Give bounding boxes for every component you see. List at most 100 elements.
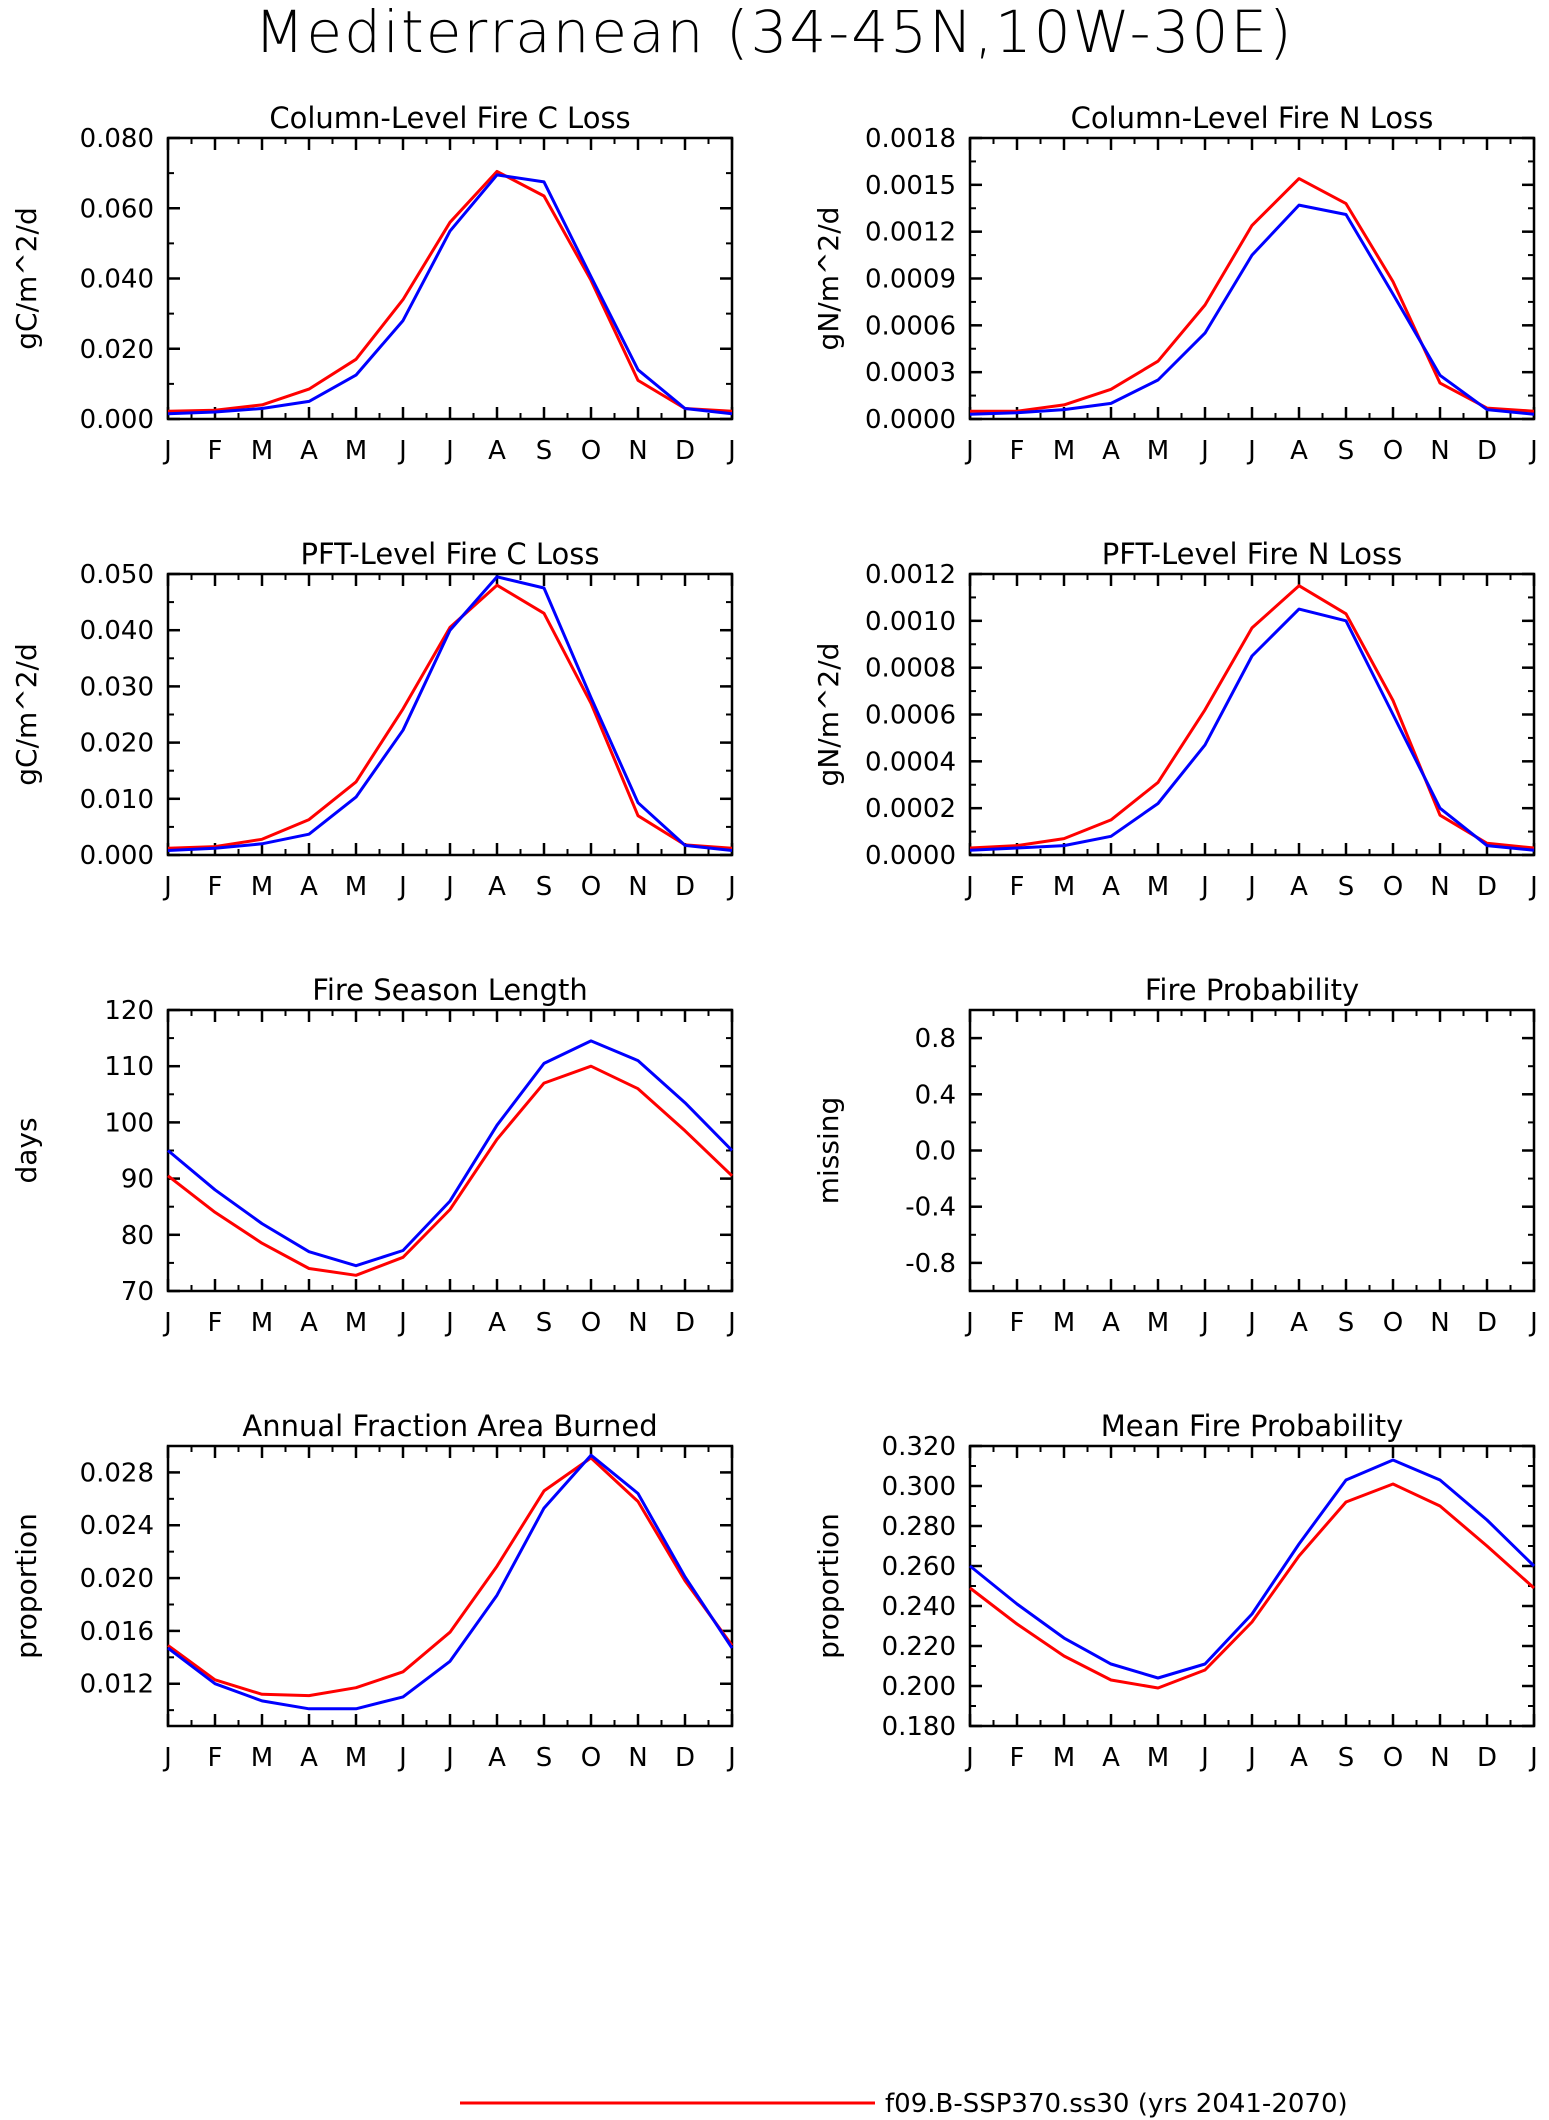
y-tick-label: 0.300 <box>882 1472 956 1502</box>
series-line <box>969 584 1535 850</box>
x-tick-label: J <box>162 1308 172 1338</box>
x-tick-label: N <box>628 1308 647 1338</box>
x-tick-label: J <box>444 436 454 466</box>
series-line <box>969 203 1535 416</box>
x-tick-label: J <box>1528 872 1538 902</box>
legend: f09.B-SSP370.ss30 (yrs 2041-2070) <box>460 2089 1348 2119</box>
x-tick-label: J <box>444 1743 454 1773</box>
x-tick-label: J <box>1528 436 1538 466</box>
y-tick-label: 0.080 <box>80 124 154 154</box>
series-line <box>167 1064 734 1277</box>
x-tick-label: F <box>208 436 223 466</box>
x-tick-label: A <box>1290 436 1308 466</box>
y-tick-label: 0.028 <box>80 1458 154 1488</box>
series-line <box>167 1456 734 1698</box>
x-tick-label: M <box>345 872 367 902</box>
panel-title: Fire Season Length <box>312 973 587 1007</box>
x-tick-label: J <box>726 872 736 902</box>
y-tick-label: 0.024 <box>80 1511 154 1541</box>
x-tick-label: A <box>1102 436 1120 466</box>
x-tick-label: M <box>251 872 273 902</box>
x-tick-label: M <box>345 1743 367 1773</box>
panel-title: Column-Level Fire C Loss <box>269 101 630 135</box>
x-tick-label: S <box>536 872 553 902</box>
y-tick-label: 100 <box>104 1108 154 1138</box>
x-tick-label: O <box>581 436 601 466</box>
x-tick-label: F <box>1010 436 1025 466</box>
y-tick-label: 0.016 <box>80 1617 154 1647</box>
x-tick-label: N <box>628 1743 647 1773</box>
panel-title: Column-Level Fire N Loss <box>1071 101 1434 135</box>
x-tick-label: M <box>1147 436 1169 466</box>
y-tick-label: 120 <box>104 996 154 1026</box>
panel-title: PFT-Level Fire C Loss <box>301 537 600 571</box>
x-tick-label: D <box>675 436 695 466</box>
y-tick-label: 0.320 <box>882 1432 956 1462</box>
x-tick-label: N <box>1430 1743 1449 1773</box>
y-axis-label: gN/m^2/d <box>812 643 845 787</box>
y-tick-label: 0.280 <box>882 1512 956 1542</box>
y-tick-label: 0.020 <box>80 729 154 759</box>
panel-title: Fire Probability <box>1145 973 1359 1007</box>
x-tick-label: M <box>345 436 367 466</box>
y-tick-label: 0.0009 <box>865 265 956 295</box>
x-tick-label: F <box>208 872 223 902</box>
x-tick-label: S <box>1338 1308 1355 1338</box>
y-tick-label: 0.0010 <box>865 607 956 637</box>
x-tick-label: J <box>162 436 172 466</box>
panel-title: Annual Fraction Area Burned <box>242 1409 657 1443</box>
chart-panel: Annual Fraction Area Burned proportion J F M… <box>10 1409 736 1773</box>
x-tick-label: A <box>300 436 318 466</box>
y-tick-label: 0.060 <box>80 194 154 224</box>
x-tick-label: S <box>536 1308 553 1338</box>
x-tick-label: A <box>488 872 506 902</box>
y-axis-label: gC/m^2/d <box>10 207 43 350</box>
y-tick-label: 0.000 <box>80 405 154 435</box>
x-tick-label: J <box>1246 436 1256 466</box>
x-tick-label: M <box>1147 1308 1169 1338</box>
x-tick-label: A <box>488 1308 506 1338</box>
x-tick-label: N <box>1430 1308 1449 1338</box>
x-tick-label: O <box>1383 1308 1403 1338</box>
x-tick-label: D <box>675 1308 695 1338</box>
x-tick-label: S <box>536 436 553 466</box>
y-tick-label: 0.180 <box>882 1712 956 1742</box>
y-axis-label: proportion <box>812 1513 845 1659</box>
panel-title: PFT-Level Fire N Loss <box>1102 537 1402 571</box>
y-tick-label: 0.0012 <box>865 218 956 248</box>
y-tick-label: 0.0000 <box>865 841 956 871</box>
y-axis-label: proportion <box>10 1513 43 1659</box>
x-tick-label: M <box>1053 872 1075 902</box>
series-line <box>167 583 733 850</box>
y-tick-label: 110 <box>104 1052 154 1082</box>
y-tick-label: 0.012 <box>80 1670 154 1700</box>
x-tick-label: O <box>581 872 601 902</box>
x-tick-label: O <box>581 1743 601 1773</box>
x-tick-label: A <box>1102 1308 1120 1338</box>
series-line <box>969 607 1535 852</box>
x-tick-label: A <box>300 1308 318 1338</box>
x-tick-label: J <box>1199 872 1209 902</box>
series-line <box>167 1453 734 1711</box>
y-axis-label: gN/m^2/d <box>812 207 845 351</box>
x-tick-label: O <box>1383 1743 1403 1773</box>
series-line <box>969 1458 1536 1680</box>
y-tick-label: -0.8 <box>905 1249 956 1279</box>
y-tick-label: 0.0006 <box>865 311 956 341</box>
x-tick-label: J <box>1246 1743 1256 1773</box>
x-tick-label: J <box>726 1743 736 1773</box>
panel-title: Mean Fire Probability <box>1101 1409 1404 1443</box>
x-tick-label: J <box>1528 1308 1538 1338</box>
x-tick-label: F <box>208 1743 223 1773</box>
x-tick-label: S <box>1338 436 1355 466</box>
x-tick-label: A <box>300 872 318 902</box>
x-tick-label: M <box>1053 1308 1075 1338</box>
x-tick-label: F <box>208 1308 223 1338</box>
x-tick-label: J <box>397 436 407 466</box>
